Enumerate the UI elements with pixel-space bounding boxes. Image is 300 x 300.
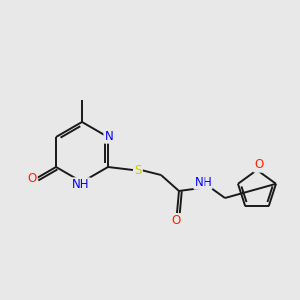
Text: N: N [105,130,113,142]
Text: H: H [202,176,211,188]
Text: O: O [254,158,264,172]
Text: O: O [171,214,181,227]
Text: NH: NH [72,178,90,191]
Text: O: O [27,172,37,184]
Text: S: S [134,164,142,176]
Text: N: N [195,176,203,188]
